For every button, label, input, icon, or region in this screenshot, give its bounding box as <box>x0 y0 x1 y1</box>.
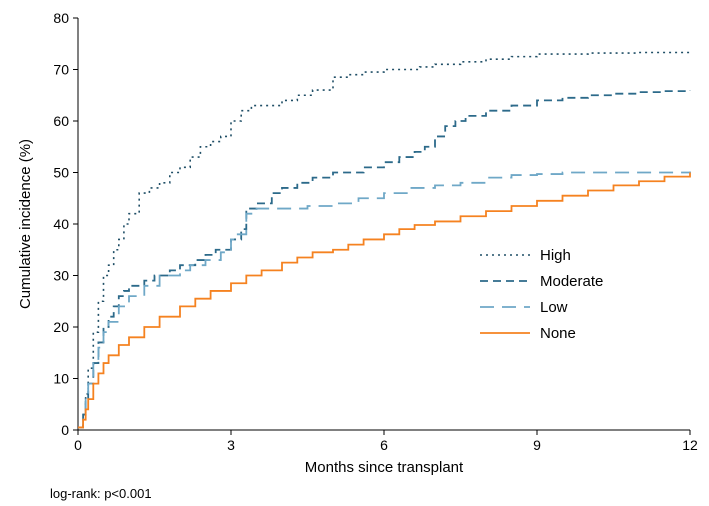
chart-svg: 0 10 20 30 40 50 60 70 80 0 3 6 9 12 Months since tran… <box>0 0 709 506</box>
legend-label-high: High <box>540 247 571 264</box>
series-low <box>78 171 690 427</box>
x-tick-label: 3 <box>227 437 235 453</box>
legend-label-moderate: Moderate <box>540 273 603 290</box>
cumulative-incidence-chart: 0 10 20 30 40 50 60 70 80 0 3 6 9 12 Months since tran… <box>0 0 709 506</box>
y-tick-label: 20 <box>53 319 69 335</box>
y-tick-label: 60 <box>53 113 69 129</box>
y-axis-title: Cumulative incidence (%) <box>17 139 34 309</box>
series-moderate <box>78 90 690 427</box>
x-axis-title: Months since transplant <box>305 459 464 476</box>
y-tick-label: 50 <box>53 165 69 181</box>
y-tick-label: 40 <box>53 216 69 232</box>
y-tick-label: 70 <box>53 62 69 78</box>
y-tick-label: 0 <box>61 422 69 438</box>
x-tick-label: 9 <box>533 437 541 453</box>
x-tick-label: 0 <box>74 437 82 453</box>
y-tick-label: 30 <box>53 268 69 284</box>
y-tick-label: 80 <box>53 10 69 26</box>
footnote-text: log-rank: p<0.001 <box>50 486 152 501</box>
legend-label-none: None <box>540 325 576 342</box>
y-tick-label: 10 <box>53 371 69 387</box>
x-tick-label: 6 <box>380 437 388 453</box>
series-none <box>78 173 690 428</box>
x-tick-label: 12 <box>682 437 698 453</box>
legend-label-low: Low <box>540 299 568 316</box>
